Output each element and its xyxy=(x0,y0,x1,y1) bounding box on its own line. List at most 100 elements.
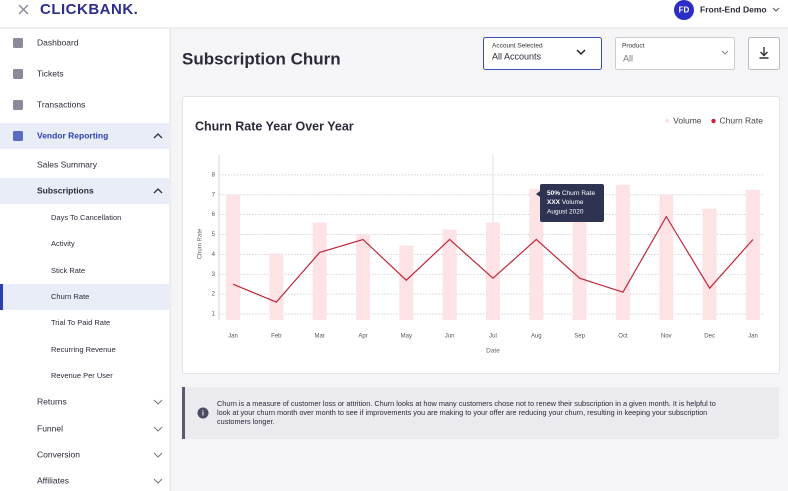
sidebar-item[interactable]: Activity xyxy=(51,239,75,248)
tooltip-pointer xyxy=(536,191,540,197)
y-tick-label: 6 xyxy=(212,212,216,218)
volume-bar xyxy=(745,189,760,320)
sidebar-item[interactable]: Trial To Paid Rate xyxy=(51,318,110,327)
download-icon xyxy=(759,47,769,59)
active-indicator xyxy=(0,284,3,310)
volume-bar xyxy=(442,229,457,320)
volume-bar xyxy=(312,222,327,320)
sidebar-chevron xyxy=(153,478,163,484)
info-box xyxy=(182,387,779,439)
user-name[interactable]: Front-End Demo xyxy=(700,4,767,14)
x-tick-label: Mar xyxy=(314,334,324,340)
info-icon xyxy=(197,407,209,419)
info-line: customers longer. xyxy=(217,417,275,426)
product-chevron xyxy=(721,50,729,55)
user-chevron[interactable] xyxy=(772,7,780,12)
tooltip-line: 50% Churn Rate xyxy=(547,190,595,197)
y-tick-label: 5 xyxy=(212,232,216,238)
x-axis-label: Date xyxy=(486,348,500,355)
x-tick-label: Jan xyxy=(228,334,238,340)
avatar-initials: FD xyxy=(679,6,690,15)
sidebar-chevron xyxy=(153,399,163,405)
y-tick-label: 2 xyxy=(212,292,216,298)
sidebar-chevron xyxy=(153,188,163,194)
product-value: All xyxy=(623,53,633,63)
product-label: Product xyxy=(622,43,645,50)
sidebar-item[interactable]: Subscriptions xyxy=(37,185,94,195)
x-tick-label: Apr xyxy=(358,334,367,340)
close-icon[interactable] xyxy=(18,4,29,15)
sidebar-item[interactable]: Recurring Revenue xyxy=(51,345,116,354)
account-label: Account Selected xyxy=(492,43,543,50)
account-value: All Accounts xyxy=(492,51,542,61)
sidebar-chevron xyxy=(153,452,163,458)
sidebar-item[interactable]: Funnel xyxy=(37,423,63,433)
volume-bar xyxy=(529,188,544,320)
sidebar-item[interactable]: Tickets xyxy=(37,68,64,78)
volume-bar xyxy=(355,234,370,320)
sidebar-icon xyxy=(13,38,23,48)
tooltip xyxy=(540,184,604,222)
x-tick-label: Jun xyxy=(445,334,455,340)
sidebar-item[interactable]: Transactions xyxy=(37,99,85,109)
chart: Churn Rate Year Over Year Churn Rate Volum… xyxy=(195,115,765,355)
y-tick-label: 7 xyxy=(212,192,216,198)
logo[interactable]: CLICKBANK. xyxy=(40,1,138,18)
sidebar-item[interactable]: Days To Cancellation xyxy=(51,213,121,222)
volume-bar xyxy=(226,194,240,320)
legend-swatch xyxy=(711,118,716,124)
volume-bar xyxy=(659,194,674,320)
tooltip-value: XXX xyxy=(547,199,561,206)
x-tick-label: Feb xyxy=(271,334,282,340)
x-tick-label: Sep xyxy=(574,334,585,340)
chart-card xyxy=(182,96,780,374)
product-select[interactable] xyxy=(615,37,735,70)
info-line: look at your churn month over month to s… xyxy=(217,408,707,417)
y-tick-label: 8 xyxy=(212,172,216,178)
y-tick-label: 3 xyxy=(212,272,216,278)
tooltip-label: Volume xyxy=(562,199,584,206)
x-tick-label: Nov xyxy=(661,334,672,340)
account-select[interactable] xyxy=(483,37,602,70)
sidebar xyxy=(0,29,170,491)
tooltip-label: Churn Rate xyxy=(562,190,596,197)
x-tick-label: Jul xyxy=(489,334,497,340)
x-tick-label: May xyxy=(401,334,412,340)
churn-line xyxy=(232,215,754,303)
tooltip-date: August 2020 xyxy=(547,209,584,216)
sidebar-item[interactable]: Revenue Per User xyxy=(51,371,113,380)
sidebar-item[interactable]: Dashboard xyxy=(37,37,79,47)
sidebar-item[interactable]: Vendor Reporting xyxy=(37,130,108,140)
sidebar-item[interactable]: Sales Summary xyxy=(37,159,98,169)
sidebar-highlight xyxy=(0,123,169,149)
sidebar-item[interactable]: Churn Rate xyxy=(51,292,89,301)
y-tick-label: 1 xyxy=(212,312,216,318)
sidebar-icon xyxy=(13,100,23,110)
sidebar-item[interactable]: Returns xyxy=(37,396,67,406)
chart-title: Churn Rate Year Over Year xyxy=(195,119,354,133)
x-tick-label: Dec xyxy=(704,334,715,340)
volume-bar xyxy=(615,184,630,320)
sidebar-item[interactable]: Stick Rate xyxy=(51,266,85,275)
x-tick-label: Oct xyxy=(618,334,628,340)
page-title: Subscription Churn xyxy=(182,49,341,68)
volume-bar xyxy=(485,222,500,320)
info-accent xyxy=(182,387,185,439)
y-axis-label: Churn Rate xyxy=(198,228,204,259)
legend-label: Volume xyxy=(673,115,702,125)
volume-bar xyxy=(269,253,284,320)
account-chevron xyxy=(576,49,586,56)
sidebar-icon xyxy=(13,131,23,141)
sidebar-item[interactable]: Affiliates xyxy=(37,475,69,485)
header xyxy=(0,0,788,28)
avatar[interactable] xyxy=(674,0,694,20)
sidebar-item[interactable]: Conversion xyxy=(37,449,80,459)
x-tick-label: Jan xyxy=(748,334,758,340)
volume-bar xyxy=(399,245,414,320)
volume-bar xyxy=(702,208,717,320)
sidebar-highlight xyxy=(0,178,169,204)
x-tick-label: Aug xyxy=(531,334,542,340)
info-text: Churn is a measure of customer loss or a… xyxy=(217,399,716,426)
sidebar-highlight xyxy=(0,284,169,310)
